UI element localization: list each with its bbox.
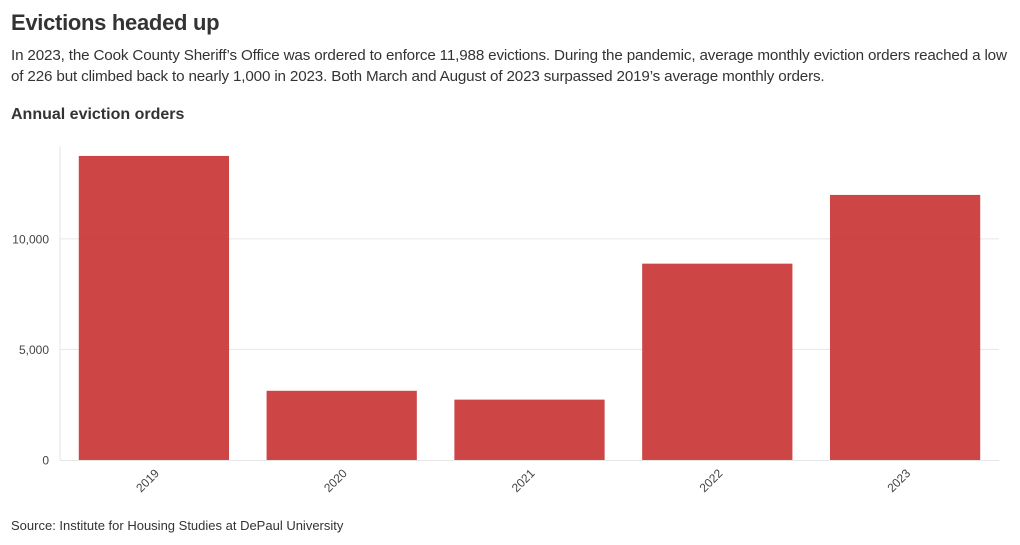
chart-subtitle: In 2023, the Cook County Sheriff’s Offic… [11,47,1007,85]
x-tick-label: 2020 [321,466,350,495]
bar-2023 [829,194,981,460]
bar-2020 [266,390,417,460]
bar-chart: 0 5,000 10,000 2019 2020 2021 2022 2023 [12,146,999,495]
x-tick-labels: 2019 2020 2021 2022 2023 [133,466,913,495]
y-tick-label: 0 [42,454,49,468]
y-tick-labels: 0 5,000 10,000 [12,232,49,467]
chart-title: Evictions headed up [11,10,220,35]
axes [59,146,999,461]
source-note: Source: Institute for Housing Studies at… [11,518,344,533]
x-tick-label: 2019 [133,466,162,495]
x-tick-label: 2022 [697,466,726,495]
x-tick-label: 2021 [509,466,538,495]
bar-2022 [642,263,793,460]
y-tick-label: 5,000 [19,343,49,357]
bar-2021 [454,399,605,460]
chart-heading: Annual eviction orders [11,106,185,123]
x-tick-label: 2023 [884,466,913,495]
bars [78,155,981,461]
y-tick-label: 10,000 [12,232,49,246]
bar-2019 [78,155,230,461]
